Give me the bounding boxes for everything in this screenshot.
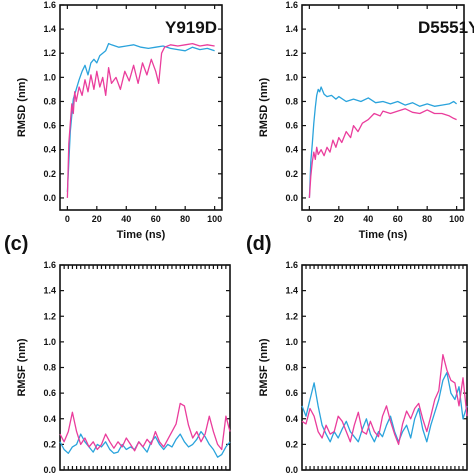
y-tick-label: 1.0 bbox=[285, 337, 298, 347]
series-line-blue bbox=[308, 86, 458, 198]
x-tick-label: 20 bbox=[334, 214, 344, 224]
y-tick-label: 0.8 bbox=[285, 96, 298, 106]
y-tick-label: 0.8 bbox=[285, 363, 298, 373]
y-tick-label: 1.6 bbox=[43, 0, 56, 10]
y-tick-label: 1.6 bbox=[285, 0, 298, 10]
y-tick-label: 0.6 bbox=[285, 121, 298, 131]
y-tick-label: 1.6 bbox=[285, 260, 298, 270]
series-line-magenta bbox=[301, 354, 468, 446]
y-tick-label: 0.4 bbox=[43, 145, 56, 155]
x-tick-label: 80 bbox=[422, 214, 432, 224]
panel-d-rmsf: 0.0 0.2 0.4 0.6 0.8 1.0 1.2 1.4 1.6 RMSF (nm) (d) bbox=[246, 233, 468, 474]
plot-label: D5551Y bbox=[418, 18, 474, 37]
y-tick-label: 0.8 bbox=[43, 96, 56, 106]
x-tick-label: 0 bbox=[65, 214, 70, 224]
panel-label: (c) bbox=[4, 233, 28, 255]
x-tick-label: 60 bbox=[393, 214, 403, 224]
y-tick-label: 0.4 bbox=[285, 414, 298, 424]
y-tick-label: 0.8 bbox=[43, 363, 56, 373]
x-tick-label: 100 bbox=[207, 214, 222, 224]
x-tick-label: 0 bbox=[307, 214, 312, 224]
plot-frame bbox=[301, 4, 465, 211]
plot-frame bbox=[301, 264, 468, 471]
y-axis-label: RMSF (nm) bbox=[258, 338, 270, 396]
y-axis-label: RMSF (nm) bbox=[16, 338, 28, 396]
y-tick-label: 0.2 bbox=[43, 439, 56, 449]
y-tick-label: 1.2 bbox=[43, 311, 56, 321]
plot-frame bbox=[59, 4, 223, 211]
y-tick-label: 1.2 bbox=[285, 48, 298, 58]
x-tick-label: 40 bbox=[121, 214, 131, 224]
y-tick-label: 1.0 bbox=[43, 337, 56, 347]
y-tick-label: 1.4 bbox=[43, 24, 56, 34]
y-tick-label: 0.4 bbox=[43, 414, 56, 424]
series-line-magenta bbox=[59, 402, 231, 452]
x-tick-label: 60 bbox=[151, 214, 161, 224]
y-tick-label: 0.0 bbox=[285, 465, 298, 474]
y-tick-label: 0.0 bbox=[43, 465, 56, 474]
series-line-blue bbox=[66, 42, 215, 192]
y-tick-label: 1.4 bbox=[43, 286, 56, 296]
series-line-magenta bbox=[308, 108, 457, 198]
y-axis-label: RMSD (nm) bbox=[258, 78, 270, 138]
y-tick-label: 1.2 bbox=[285, 311, 298, 321]
y-tick-label: 1.4 bbox=[285, 286, 298, 296]
y-tick-label: 0.6 bbox=[285, 388, 298, 398]
y-tick-label: 1.0 bbox=[285, 72, 298, 82]
y-axis-label: RMSD (nm) bbox=[16, 78, 28, 138]
y-tick-label: 1.4 bbox=[285, 24, 298, 34]
x-tick-label: 80 bbox=[180, 214, 190, 224]
series-line-blue bbox=[301, 371, 468, 443]
x-axis-label: Time (ns) bbox=[359, 229, 408, 241]
x-tick-label: 100 bbox=[449, 214, 464, 224]
plot-label: Y919D bbox=[165, 18, 217, 37]
y-tick-label: 0.2 bbox=[43, 169, 56, 179]
y-tick-label: 0.4 bbox=[285, 145, 298, 155]
series-line-magenta bbox=[66, 42, 215, 198]
y-tick-label: 1.6 bbox=[43, 260, 56, 270]
y-tick-label: 1.0 bbox=[43, 72, 56, 82]
panel-b-rmsd-d5551y: 0.0 0.2 0.4 0.6 0.8 1.0 1.2 1.4 1.6 0 20 40 60 80 100 T… bbox=[258, 0, 474, 241]
y-tick-label: 0.2 bbox=[285, 169, 298, 179]
x-tick-label: 20 bbox=[92, 214, 102, 224]
y-tick-label: 0.2 bbox=[285, 439, 298, 449]
y-tick-label: 0.6 bbox=[43, 388, 56, 398]
y-tick-label: 0.0 bbox=[285, 193, 298, 203]
panel-c-rmsf: 0.0 0.2 0.4 0.6 0.8 1.0 1.2 1.4 1.6 RMSF (nm) (c) bbox=[4, 233, 231, 474]
panel-label: (d) bbox=[246, 233, 272, 255]
x-axis-label: Time (ns) bbox=[117, 229, 166, 241]
panel-a-rmsd-y919d: 0.0 0.2 0.4 0.6 0.8 1.0 1.2 1.4 1.6 0 20 40 60 80 100 T… bbox=[16, 0, 223, 241]
y-tick-label: 0.6 bbox=[43, 121, 56, 131]
x-tick-label: 40 bbox=[363, 214, 373, 224]
y-tick-label: 1.2 bbox=[43, 48, 56, 58]
y-tick-label: 0.0 bbox=[43, 193, 56, 203]
